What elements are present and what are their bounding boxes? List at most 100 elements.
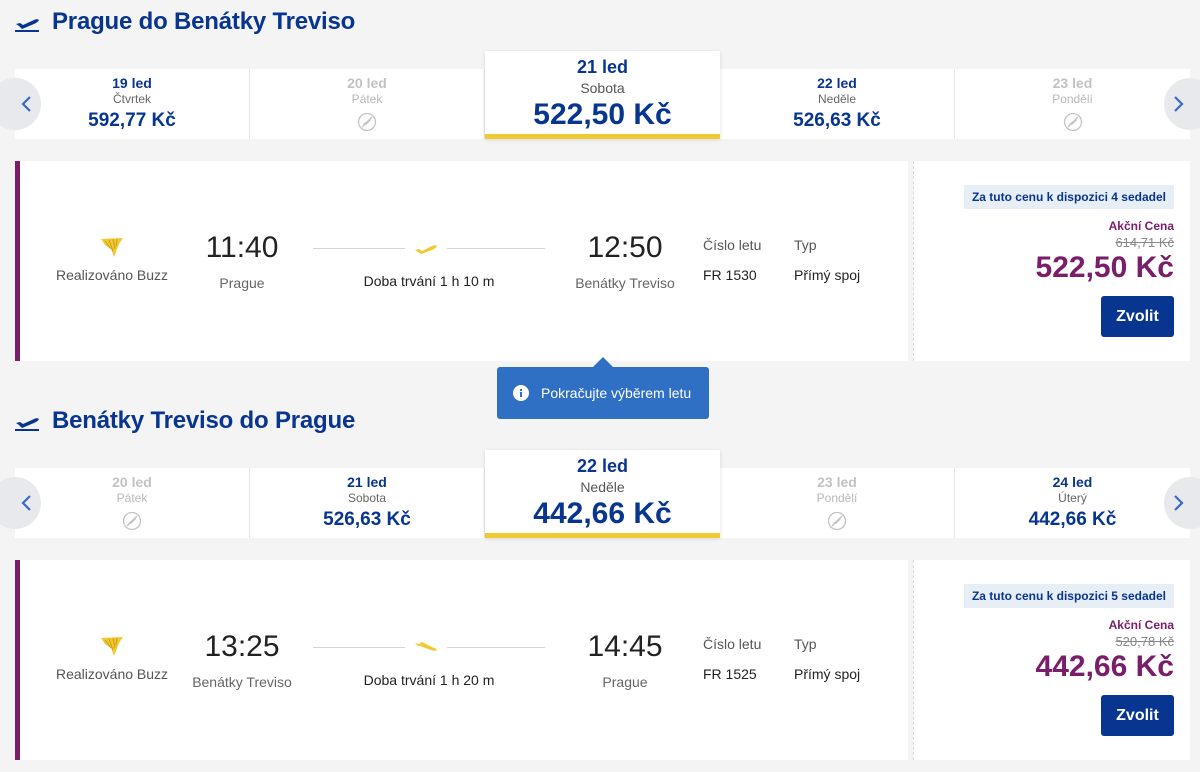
carrier-info: Realizováno Buzz <box>42 634 182 682</box>
carrier-label: Realizováno Buzz <box>55 666 169 682</box>
flight-type-block: Typ Přímý spoj <box>794 237 860 283</box>
inbound-date-24-led[interactable]: 24 led Úterý 442,66 Kč <box>955 468 1190 538</box>
arrival-time: 14:45 <box>587 630 663 663</box>
chevron-right-icon <box>1174 96 1184 112</box>
weekday-label: Čtvrtek <box>112 92 151 106</box>
route-line <box>313 638 545 658</box>
no-flight-icon <box>827 511 847 531</box>
outbound-date-23-led: 23 led Pondělí <box>955 69 1190 139</box>
no-flight-icon <box>1063 112 1082 132</box>
departure-plane-icon <box>15 418 39 431</box>
outbound-header: Prague do Benátky Treviso <box>14 2 355 42</box>
weekday-label: Pátek <box>116 491 148 505</box>
date-label: 24 led <box>1052 474 1093 490</box>
promo-price-label: Akční Cena <box>1108 618 1174 632</box>
date-label: 22 led <box>817 75 857 91</box>
date-price: 522,50 Kč <box>533 98 672 131</box>
date-price: 526,63 Kč <box>793 110 881 131</box>
outbound-date-21-led-selected[interactable]: 21 led Sobota 522,50 Kč <box>485 51 720 139</box>
inbound-header: Benátky Treviso do Prague <box>14 401 355 441</box>
departure-city: Benátky Treviso <box>192 674 292 690</box>
weekday-label: Sobota <box>580 80 625 96</box>
departure-block: 13:25 Benátky Treviso <box>182 630 302 690</box>
no-flight-icon <box>122 511 142 531</box>
flight-type-block: Typ Přímý spoj <box>794 636 860 682</box>
flight-number-block: Číslo letu FR 1530 <box>703 237 761 283</box>
carrier-info: Realizováno Buzz <box>42 235 182 283</box>
date-label: 23 led <box>1052 75 1093 91</box>
date-label: 23 led <box>817 474 857 490</box>
date-label: 20 led <box>347 75 387 91</box>
flight-type-label: Typ <box>794 237 817 253</box>
departure-plane-icon <box>15 19 39 32</box>
inbound-select-button[interactable]: Zvolit <box>1101 695 1174 736</box>
arrival-time: 12:50 <box>587 231 663 264</box>
flight-number-label: Číslo letu <box>703 237 762 253</box>
inbound-flight-card[interactable]: Realizováno Buzz 13:25 Benátky Treviso D… <box>15 560 908 760</box>
date-label: 20 led <box>112 474 152 490</box>
arrival-block: 12:50 Benátky Treviso <box>565 231 685 291</box>
departure-time: 13:25 <box>204 630 280 663</box>
weekday-label: Pondělí <box>816 491 858 505</box>
flight-type: Přímý spoj <box>794 267 861 283</box>
no-flight-icon <box>357 112 377 132</box>
weekday-label: Sobota <box>347 491 387 505</box>
flight-type: Přímý spoj <box>794 666 861 682</box>
inbound-date-23-led: 23 led Pondělí <box>720 468 955 538</box>
outbound-next-dates-button[interactable] <box>1164 78 1200 130</box>
flight-number: FR 1530 <box>703 267 757 283</box>
landing-plane-icon <box>415 642 437 651</box>
ryanair-harp-logo-icon <box>101 238 123 257</box>
outbound-prev-dates-button[interactable] <box>0 78 41 130</box>
tooltip-text: Pokračujte výběrem letu <box>541 385 692 401</box>
arrival-city: Benátky Treviso <box>575 275 675 291</box>
route-line-right <box>447 248 545 249</box>
route-line-right <box>447 647 545 648</box>
outbound-date-22-led[interactable]: 22 led Neděle 526,63 Kč <box>720 69 955 139</box>
outbound-date-19-led[interactable]: 19 led Čtvrtek 592,77 Kč <box>15 69 250 139</box>
date-price: 592,77 Kč <box>88 110 176 131</box>
promo-price-label: Akční Cena <box>1108 219 1174 233</box>
seats-available-badge: Za tuto cenu k dispozici 5 sedadel <box>963 584 1174 608</box>
original-price: 520,78 Kč <box>1115 634 1174 649</box>
date-label: 22 led <box>576 456 629 476</box>
outbound-select-button[interactable]: Zvolit <box>1101 296 1174 337</box>
inbound-title: Benátky Treviso do Prague <box>52 407 356 434</box>
date-label: 21 led <box>576 57 629 77</box>
date-label: 21 led <box>347 474 387 490</box>
info-icon <box>513 385 529 401</box>
departure-time: 11:40 <box>205 231 279 264</box>
weekday-label: Neděle <box>580 479 625 495</box>
weekday-label: Pátek <box>351 92 383 106</box>
arrival-block: 14:45 Prague <box>565 630 685 690</box>
arrival-city: Prague <box>602 674 648 690</box>
weekday-label: Pondělí <box>1052 92 1093 106</box>
outbound-price-card: Za tuto cenu k dispozici 4 sedadel Akční… <box>913 161 1190 361</box>
weekday-label: Neděle <box>817 92 857 106</box>
route-line-left <box>313 647 405 648</box>
outbound-title: Prague do Benátky Treviso <box>52 8 356 35</box>
date-price: 442,66 Kč <box>533 497 672 530</box>
flight-type-label: Typ <box>794 636 817 652</box>
route-line <box>313 239 545 259</box>
inbound-next-dates-button[interactable] <box>1164 477 1200 529</box>
inbound-date-21-led[interactable]: 21 led Sobota 526,63 Kč <box>250 468 485 538</box>
date-price: 442,66 Kč <box>1028 509 1117 530</box>
seats-available-badge: Za tuto cenu k dispozici 4 sedadel <box>963 185 1174 209</box>
inbound-price-card: Za tuto cenu k dispozici 5 sedadel Akční… <box>913 560 1190 760</box>
ryanair-harp-logo-icon <box>101 637 123 656</box>
route-line-left <box>313 248 405 249</box>
departure-block: 11:40 Prague <box>182 231 302 291</box>
chevron-left-icon <box>21 96 31 112</box>
flight-number-block: Číslo letu FR 1525 <box>703 636 761 682</box>
inbound-prev-dates-button[interactable] <box>0 477 41 529</box>
inbound-date-selector: 20 led Pátek 21 led Sobota 526,63 Kč 22 … <box>0 450 1200 538</box>
weekday-label: Úterý <box>1058 491 1087 505</box>
departure-city: Prague <box>219 275 265 291</box>
takeoff-plane-icon <box>415 245 437 254</box>
flight-number: FR 1525 <box>703 666 757 682</box>
outbound-date-20-led: 20 led Pátek <box>250 69 485 139</box>
outbound-flight-card[interactable]: Realizováno Buzz 11:40 Prague Doba trván… <box>15 161 908 361</box>
inbound-date-22-led-selected[interactable]: 22 led Neděle 442,66 Kč <box>485 450 720 538</box>
carrier-label: Realizováno Buzz <box>55 267 169 283</box>
